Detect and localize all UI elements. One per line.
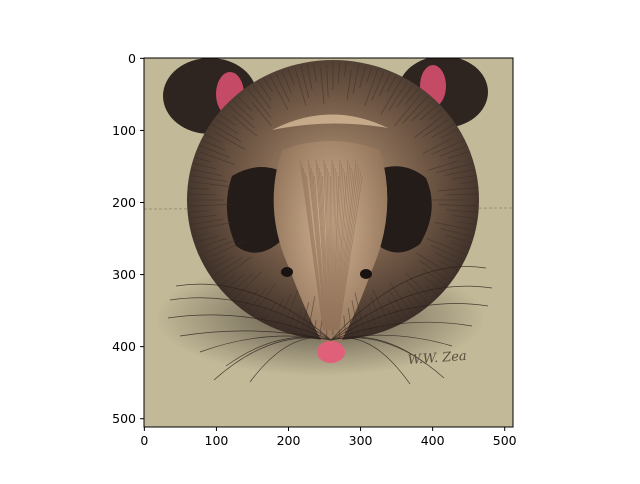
y-tick-label: 300 <box>112 267 136 282</box>
right-eye <box>360 269 372 279</box>
y-tick-label: 100 <box>112 123 136 138</box>
x-tick-label: 100 <box>205 433 229 448</box>
y-tick-label: 0 <box>128 51 136 66</box>
plot-image: W.W. Zea <box>144 56 513 427</box>
y-axis: 0 100 200 300 400 500 <box>112 51 144 426</box>
nose <box>317 341 345 363</box>
x-tick-label: 400 <box>421 433 445 448</box>
x-tick-label: 500 <box>493 433 517 448</box>
x-tick-label: 200 <box>277 433 301 448</box>
y-tick-label: 400 <box>112 339 136 354</box>
y-tick-label: 200 <box>112 195 136 210</box>
x-tick-label: 300 <box>349 433 373 448</box>
left-eye <box>281 267 293 277</box>
x-tick-label: 0 <box>140 433 148 448</box>
x-axis: 0 100 200 300 400 500 <box>140 427 516 448</box>
y-tick-label: 500 <box>112 411 136 426</box>
